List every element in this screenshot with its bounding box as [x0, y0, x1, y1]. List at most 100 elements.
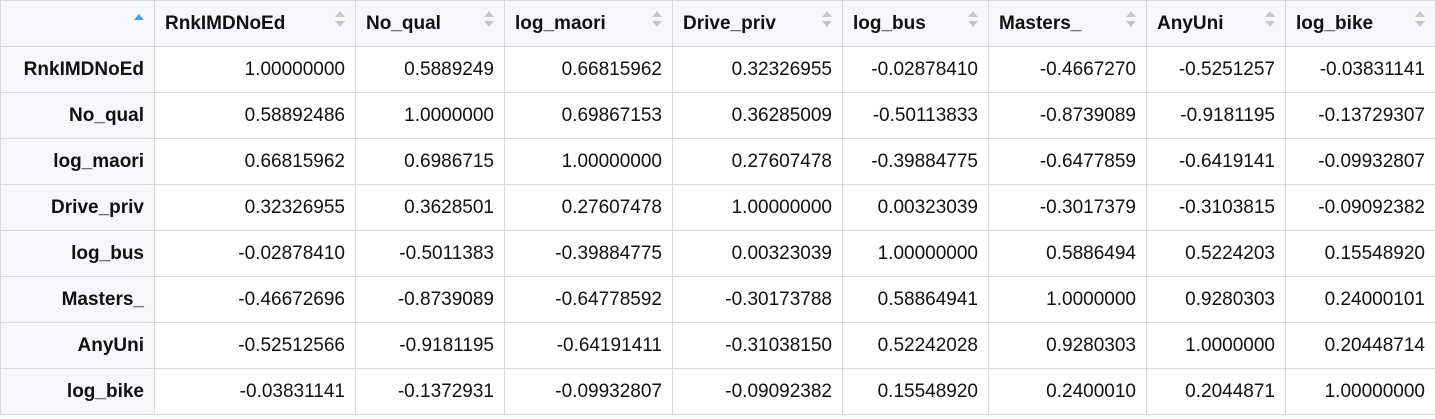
table-cell: -0.31038150 [672, 322, 843, 369]
table-cell: -0.50113833 [842, 92, 989, 139]
rownames-header[interactable] [0, 0, 155, 47]
table-cell: 0.5889249 [355, 46, 505, 93]
table-cell: 0.69867153 [504, 92, 673, 139]
table-cell: 0.27607478 [672, 138, 843, 185]
sort-icon[interactable] [335, 11, 345, 31]
table-cell: 1.00000000 [672, 184, 843, 231]
table-cell: 1.0000000 [355, 92, 505, 139]
table-cell: -0.8739089 [355, 276, 505, 323]
row-name: log_bike [0, 368, 155, 415]
table-cell: 0.9280303 [988, 322, 1147, 369]
sort-icon[interactable] [484, 11, 494, 31]
column-header[interactable]: RnkIMDNoEd [154, 0, 356, 47]
table-cell: 0.36285009 [672, 92, 843, 139]
table-cell: -0.1372931 [355, 368, 505, 415]
column-header-label: AnyUni [1157, 12, 1224, 34]
sort-icon[interactable] [1265, 11, 1275, 31]
column-header[interactable]: AnyUni [1146, 0, 1286, 47]
table-cell: 0.58864941 [842, 276, 989, 323]
table-cell: -0.3103815 [1146, 184, 1286, 231]
table-cell: -0.39884775 [842, 138, 989, 185]
table-cell: 1.00000000 [1285, 368, 1435, 415]
table-cell: 0.2044871 [1146, 368, 1286, 415]
column-header[interactable]: log_maori [504, 0, 673, 47]
table-cell: 0.66815962 [504, 46, 673, 93]
table-cell: 0.5886494 [988, 230, 1147, 277]
table-cell: -0.30173788 [672, 276, 843, 323]
column-header[interactable]: Drive_priv [672, 0, 843, 47]
table-row: Masters_ -0.46672696 -0.8739089 -0.64778592… [0, 276, 1435, 323]
table-cell: -0.02878410 [154, 230, 356, 277]
column-header[interactable]: No_qual [355, 0, 505, 47]
table-cell: -0.5011383 [355, 230, 505, 277]
table-cell: 0.24000101 [1285, 276, 1435, 323]
table-cell: -0.4667270 [988, 46, 1147, 93]
table-cell: 0.52242028 [842, 322, 989, 369]
sort-icon[interactable] [1126, 11, 1136, 31]
table-cell: 0.32326955 [154, 184, 356, 231]
row-name: RnkIMDNoEd [0, 46, 155, 93]
column-header-label: Drive_priv [683, 12, 776, 34]
row-name: No_qual [0, 92, 155, 139]
table-cell: -0.64191411 [504, 322, 673, 369]
table-cell: 0.20448714 [1285, 322, 1435, 369]
column-header-label: log_bike [1296, 12, 1374, 34]
table-cell: 1.00000000 [504, 138, 673, 185]
table-row: AnyUni -0.52512566 -0.9181195 -0.64191411 -0… [0, 322, 1435, 369]
table-cell: -0.13729307 [1285, 92, 1435, 139]
table-row: RnkIMDNoEd 1.00000000 0.5889249 0.66815962 0… [0, 46, 1435, 93]
table-cell: 0.2400010 [988, 368, 1147, 415]
sort-ascending-icon[interactable] [134, 11, 144, 31]
table-cell: 0.66815962 [154, 138, 356, 185]
table-row: log_bus -0.02878410 -0.5011383 -0.39884775 0… [0, 230, 1435, 277]
column-header-label: No_qual [366, 12, 441, 34]
table-cell: -0.39884775 [504, 230, 673, 277]
sort-icon[interactable] [1415, 11, 1425, 31]
table-row: log_bike -0.03831141 -0.1372931 -0.09932807… [0, 368, 1435, 415]
table-cell: -0.03831141 [154, 368, 356, 415]
table-cell: -0.9181195 [355, 322, 505, 369]
table-cell: 0.6986715 [355, 138, 505, 185]
column-header-label: RnkIMDNoEd [165, 12, 286, 34]
table-cell: -0.03831141 [1285, 46, 1435, 93]
table-cell: -0.46672696 [154, 276, 356, 323]
column-header-label: log_bus [853, 12, 926, 34]
sort-icon[interactable] [822, 11, 832, 31]
table-cell: 0.15548920 [842, 368, 989, 415]
table-cell: 0.27607478 [504, 184, 673, 231]
table-cell: -0.52512566 [154, 322, 356, 369]
table-cell: 0.00323039 [842, 184, 989, 231]
table-row: Drive_priv 0.32326955 0.3628501 0.27607478 1… [0, 184, 1435, 231]
column-header[interactable]: Masters_ [988, 0, 1147, 47]
table-cell: -0.09932807 [1285, 138, 1435, 185]
column-header-label: log_maori [515, 12, 606, 34]
table-cell: 0.58892486 [154, 92, 356, 139]
table-cell: -0.3017379 [988, 184, 1147, 231]
table-cell: 1.00000000 [842, 230, 989, 277]
table-cell: -0.64778592 [504, 276, 673, 323]
header-row: RnkIMDNoEd No_qual log_maori Drive_priv … [0, 0, 1435, 47]
column-header[interactable]: log_bike [1285, 0, 1435, 47]
table-cell: 1.0000000 [988, 276, 1147, 323]
table-cell: -0.9181195 [1146, 92, 1286, 139]
table-cell: -0.6477859 [988, 138, 1147, 185]
table-cell: -0.5251257 [1146, 46, 1286, 93]
table-row: log_maori 0.66815962 0.6986715 1.00000000 0.… [0, 138, 1435, 185]
table-cell: 0.32326955 [672, 46, 843, 93]
table-cell: -0.6419141 [1146, 138, 1286, 185]
table-cell: -0.02878410 [842, 46, 989, 93]
table-cell: 1.0000000 [1146, 322, 1286, 369]
table-cell: 0.15548920 [1285, 230, 1435, 277]
table-cell: 0.3628501 [355, 184, 505, 231]
column-header[interactable]: log_bus [842, 0, 989, 47]
table-cell: -0.09932807 [504, 368, 673, 415]
table-cell: -0.09092382 [672, 368, 843, 415]
sort-icon[interactable] [652, 11, 662, 31]
row-name: log_bus [0, 230, 155, 277]
table-cell: -0.8739089 [988, 92, 1147, 139]
table-cell: 0.5224203 [1146, 230, 1286, 277]
row-name: Masters_ [0, 276, 155, 323]
row-name: AnyUni [0, 322, 155, 369]
sort-icon[interactable] [968, 11, 978, 31]
